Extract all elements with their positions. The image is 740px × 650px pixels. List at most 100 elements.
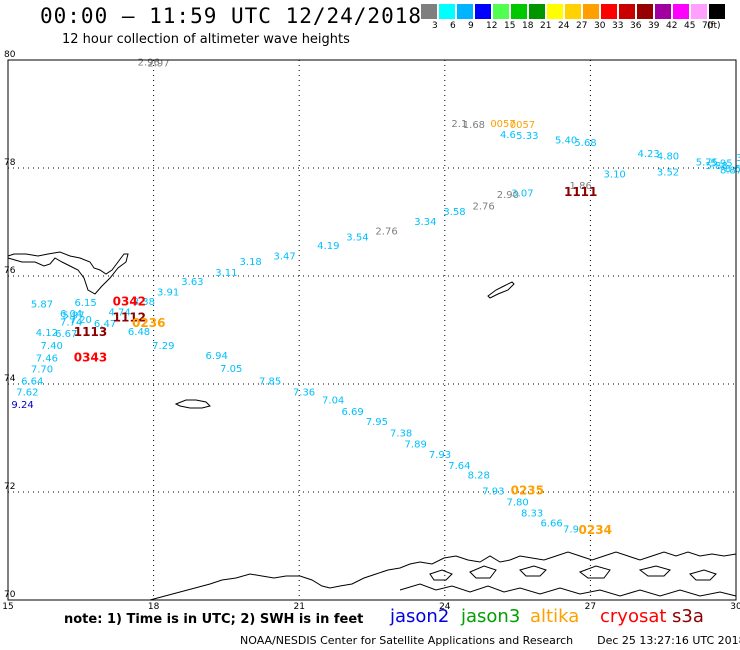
wave-height-label: 2.96: [138, 57, 160, 68]
wave-height-label: 2.76: [472, 202, 494, 213]
satellite-jason3: jason3: [461, 606, 521, 627]
wave-height-label: 3.91: [157, 287, 179, 298]
lat-lon-grid: [8, 60, 736, 600]
legend-swatch: [547, 4, 563, 19]
color-legend-labels: 3 6 9 12 15 18 21 24 27 30 33 36 39 42 45 70 (ft): [421, 21, 740, 33]
wave-height-label: 7.04: [322, 395, 344, 406]
legend-swatch: [529, 4, 545, 19]
wave-height-label: 5.75: [696, 157, 718, 168]
wave-height-label: 7.95: [366, 417, 388, 428]
wave-height-label: 4.74: [108, 307, 130, 318]
lat-tick-label: 74: [4, 374, 16, 384]
footer-timestamp: Dec 25 13:27:16 UTC 2018: [597, 634, 740, 647]
wave-height-label: 3.47: [274, 251, 296, 262]
wave-height-label: 5.33: [516, 131, 538, 142]
legend-swatch: [709, 4, 725, 19]
wave-height-label: 7.85: [259, 377, 281, 388]
wave-height-label: 7.70: [31, 365, 53, 376]
pass-time-label: 0234: [579, 523, 612, 537]
norway-islands-4: [578, 565, 611, 579]
lon-tick-label: 15: [2, 602, 13, 612]
legend-label: 18: [522, 21, 534, 31]
wave-height-label: 7.40: [41, 341, 63, 352]
lon-tick-label: 30: [730, 602, 740, 612]
wave-height-label: 3.07: [511, 189, 533, 200]
legend-swatch: [421, 4, 437, 19]
wave-height-label: 7.74: [60, 318, 82, 329]
wave-height-label: 3.52: [657, 168, 679, 179]
bear-island: [174, 399, 211, 409]
wave-height-label: 8.62: [725, 164, 740, 175]
wave-height-label: 3.34: [414, 217, 436, 228]
legend-label: 15: [504, 21, 516, 31]
lat-tick-label: 76: [4, 266, 16, 276]
lat-tick-label: 70: [4, 590, 16, 600]
wave-height-label: 6.67: [55, 329, 77, 340]
legend-swatch: [673, 4, 689, 19]
pass-time-label: 0343: [74, 350, 107, 364]
pass-time-label: 0236: [132, 316, 165, 330]
legend-swatch: [601, 4, 617, 19]
norway-islands-6: [689, 569, 717, 581]
legend-label: 9: [468, 21, 474, 31]
wave-height-label: 7.20: [70, 315, 92, 326]
wave-height-label: 5.97: [62, 311, 84, 322]
chart-subtitle: 12 hour collection of altimeter wave hei…: [62, 32, 350, 47]
map-frame: [7, 59, 737, 601]
norway-coast: [149, 551, 737, 601]
legend-label: 30: [594, 21, 606, 31]
legend-label: 42: [666, 21, 678, 31]
legend-swatch: [583, 4, 599, 19]
wave-height-label: 0057: [510, 120, 535, 131]
wave-height-label: 1.86: [570, 181, 592, 192]
lon-tick-label: 18: [148, 602, 160, 612]
wave-height-label: 8.28: [468, 471, 490, 482]
pass-time-label: 0235: [511, 484, 544, 498]
satellite-s3a: s3a: [672, 606, 704, 627]
legend-label: 27: [576, 21, 588, 31]
satellite-cryosat: cryosat: [600, 606, 667, 627]
wave-height-label: 4.12: [36, 328, 58, 339]
wave-height-label: 9.24: [11, 400, 33, 411]
legend-label: 24: [558, 21, 570, 31]
svalbard-coast: [7, 251, 129, 295]
wave-height-label: 2.90: [497, 190, 519, 201]
wave-height-label: 3.: [736, 153, 740, 164]
satellite-jason2: jason2: [390, 606, 450, 627]
wave-height-label: 7.38: [390, 428, 412, 439]
wave-height-label: 3.58: [443, 207, 465, 218]
wave-height-label: 6.15: [75, 298, 97, 309]
pass-time-label: 1112: [113, 310, 146, 324]
legend-label: 36: [630, 21, 642, 31]
wave-height-label: 3.10: [604, 170, 626, 181]
chart-title: 00:00 – 11:59 UTC 12/24/2018: [40, 4, 423, 28]
wave-height-label: 7.36: [293, 387, 315, 398]
wave-height-label: 6.48: [128, 327, 150, 338]
legend-label: 33: [612, 21, 624, 31]
legend-label: 12: [486, 21, 498, 31]
hopen-island: [487, 281, 515, 299]
wave-height-label: 7.9: [563, 525, 579, 536]
lon-tick-label: 27: [585, 602, 596, 612]
footer: NOAA/NESDIS Center for Satellite Applica…: [240, 634, 740, 647]
wave-height-label: 2.76: [375, 226, 397, 237]
wave-height-label: 5.88: [705, 161, 727, 172]
wave-height-label: 8.87: [720, 165, 740, 176]
wave-height-label: 6.94: [206, 351, 228, 362]
legend-swatch: [619, 4, 635, 19]
legend-swatch: [691, 4, 707, 19]
wave-height-label: 7.46: [36, 353, 58, 364]
lon-tick-label: 24: [439, 602, 451, 612]
lat-tick-label: 72: [4, 482, 15, 492]
wave-height-label: 3.63: [181, 277, 203, 288]
legend-swatch: [475, 4, 491, 19]
legend-label: 6: [450, 21, 456, 31]
legend-label: 45: [684, 21, 696, 31]
wave-height-label: 7.80: [506, 498, 528, 509]
norway-fjords: [399, 583, 737, 597]
legend-swatch: [637, 4, 653, 19]
wave-height-label: 7.93: [429, 450, 451, 461]
wave-height-label: 6.47: [94, 319, 116, 330]
